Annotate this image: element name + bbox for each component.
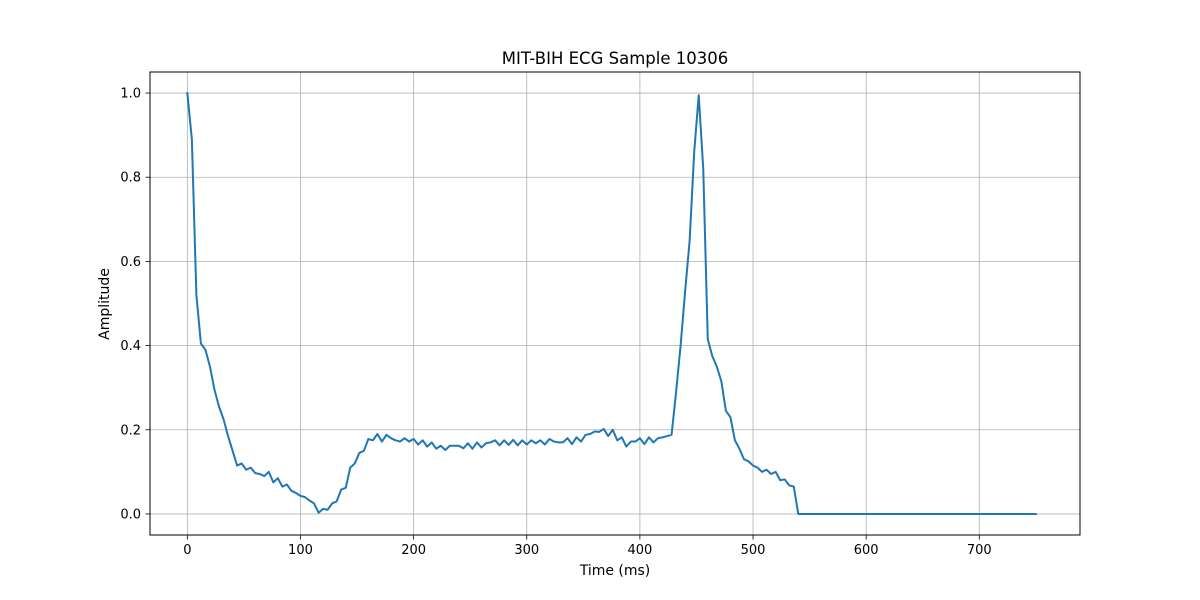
- x-tick-label: 100: [288, 543, 313, 558]
- x-tick-label: 400: [627, 543, 652, 558]
- x-tick-label: 200: [401, 543, 426, 558]
- x-tick-label: 0: [183, 543, 191, 558]
- x-axis: 0 100 200 300 400 500 600 700: [183, 535, 992, 558]
- x-axis-label: Time (ms): [579, 563, 651, 579]
- series-layer: [186, 91, 1037, 515]
- chart-title: MIT-BIH ECG Sample 10306: [502, 49, 728, 68]
- plot-frame: [149, 71, 1081, 536]
- x-tick-label: 600: [854, 543, 879, 558]
- ecg-series-line: [186, 91, 1037, 515]
- y-axis: 0.0 0.2 0.4 0.6 0.8 1.0: [120, 87, 150, 522]
- x-tick-label: 500: [741, 543, 766, 558]
- y-axis-label: Amplitude: [97, 268, 113, 340]
- y-tick-label: 0.6: [120, 255, 141, 270]
- x-tick-label: 700: [967, 543, 992, 558]
- y-tick-label: 1.0: [120, 87, 141, 102]
- y-tick-label: 0.0: [120, 507, 141, 522]
- y-tick-label: 0.8: [120, 171, 141, 186]
- y-tick-label: 0.4: [120, 339, 141, 354]
- x-tick-label: 300: [514, 543, 539, 558]
- grid: [150, 72, 1080, 535]
- y-tick-label: 0.2: [120, 423, 141, 438]
